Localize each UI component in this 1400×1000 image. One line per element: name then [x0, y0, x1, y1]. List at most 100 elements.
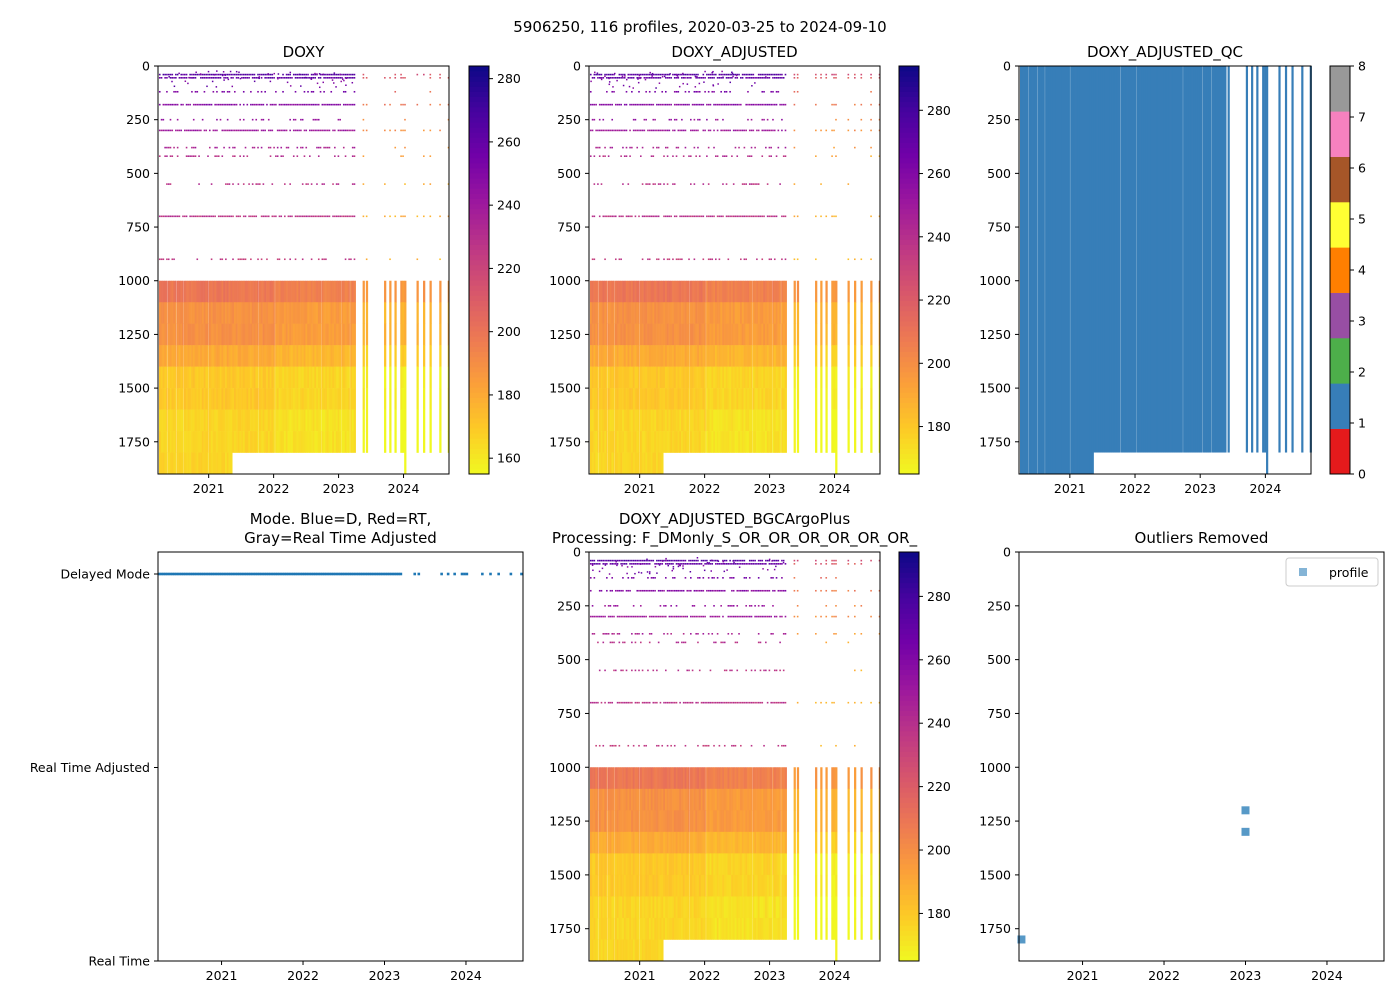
- data-cell: [198, 366, 201, 389]
- data-sample: [725, 90, 728, 93]
- data-cell: [770, 388, 772, 410]
- data-cell: [595, 280, 598, 303]
- data-cell: [695, 345, 698, 367]
- data-sample: [604, 215, 606, 218]
- data-sample: [781, 215, 783, 218]
- qc-cell: [1188, 66, 1191, 453]
- data-cell: [235, 302, 238, 324]
- data-cell: [353, 366, 356, 389]
- data-cell: [661, 323, 664, 346]
- data-cell: [740, 896, 743, 919]
- data-sample: [666, 155, 669, 157]
- data-cell: [328, 302, 331, 324]
- data-cell: [613, 280, 615, 303]
- data-cell: [833, 280, 836, 303]
- x-tick-label: 2021: [193, 481, 225, 496]
- data-cell: [192, 302, 195, 324]
- data-cell: [727, 853, 730, 876]
- data-sample: [198, 215, 200, 218]
- data-sample: [627, 77, 630, 79]
- data-cell: [639, 452, 643, 475]
- data-cell: [713, 896, 716, 919]
- data-cell: [314, 409, 317, 432]
- colorbar-segment: [469, 127, 489, 133]
- data-cell: [715, 874, 718, 897]
- data-sample: [745, 77, 747, 79]
- data-cell: [707, 917, 710, 940]
- data-cell: [328, 409, 331, 432]
- data-cell: [623, 810, 626, 833]
- data-sample: [773, 215, 776, 218]
- data-sample: [591, 129, 594, 132]
- data-sample: [191, 90, 193, 93]
- data-cell: [416, 323, 419, 346]
- data-cell: [294, 388, 297, 410]
- colorbar-segment: [469, 249, 489, 256]
- data-sample: [310, 215, 313, 218]
- data-cell: [766, 302, 769, 324]
- colorbar-segment: [899, 315, 919, 322]
- data-sample: [657, 258, 660, 261]
- data-cell: [597, 788, 599, 811]
- data-cell: [614, 896, 618, 919]
- data-sample: [362, 118, 365, 121]
- data-cell: [752, 810, 755, 833]
- data-cell: [768, 896, 771, 919]
- data-sample: [675, 77, 678, 79]
- data-sample: [681, 129, 683, 132]
- data-cell: [706, 302, 709, 324]
- data-sample: [255, 118, 258, 121]
- x-tick-label: 2022: [689, 481, 721, 496]
- data-cell: [595, 874, 598, 897]
- data-sample: [609, 77, 612, 79]
- data-cell: [198, 388, 201, 410]
- data-cell: [625, 788, 628, 811]
- data-cell: [700, 788, 703, 811]
- data-cell: [659, 788, 662, 811]
- data-cell: [750, 788, 753, 811]
- data-cell: [765, 896, 768, 919]
- data-cell: [729, 323, 732, 346]
- data-sample: [251, 183, 254, 185]
- data-cell: [666, 831, 669, 854]
- data-sample: [216, 155, 218, 157]
- data-cell: [598, 431, 601, 453]
- data-cell: [317, 366, 321, 389]
- data-cell: [670, 345, 673, 367]
- data-cell: [679, 431, 682, 453]
- data-sample: [228, 215, 231, 218]
- colorbar-tick-label: 160: [497, 451, 521, 466]
- data-cell: [618, 831, 621, 854]
- data-cell: [616, 366, 619, 389]
- data-cell: [194, 366, 197, 389]
- data-cell: [166, 280, 168, 303]
- data-sample: [870, 146, 872, 149]
- data-cell: [704, 767, 706, 790]
- data-cell: [183, 302, 187, 324]
- data-sample: [613, 77, 615, 79]
- data-cell: [344, 302, 347, 324]
- data-cell: [697, 431, 700, 453]
- data-cell: [736, 280, 739, 303]
- data-sample: [729, 73, 731, 76]
- data-cell: [602, 409, 605, 432]
- data-cell: [770, 810, 772, 833]
- data-cell: [389, 366, 392, 389]
- data-cell: [623, 452, 626, 475]
- data-cell: [267, 302, 271, 324]
- data-cell: [698, 409, 702, 432]
- data-cell: [684, 388, 687, 410]
- data-cell: [620, 323, 623, 346]
- colorbar-segment: [1330, 292, 1350, 339]
- data-sample: [765, 73, 767, 76]
- data-cell: [598, 788, 601, 811]
- colorbar-segment: [899, 346, 919, 352]
- data-sample: [668, 258, 671, 261]
- data-cell: [770, 366, 772, 389]
- data-sample: [242, 215, 245, 218]
- data-sample: [754, 146, 756, 149]
- data-cell: [761, 302, 764, 324]
- data-cell: [672, 345, 675, 367]
- data-sample: [616, 129, 619, 132]
- data-sample: [241, 77, 243, 79]
